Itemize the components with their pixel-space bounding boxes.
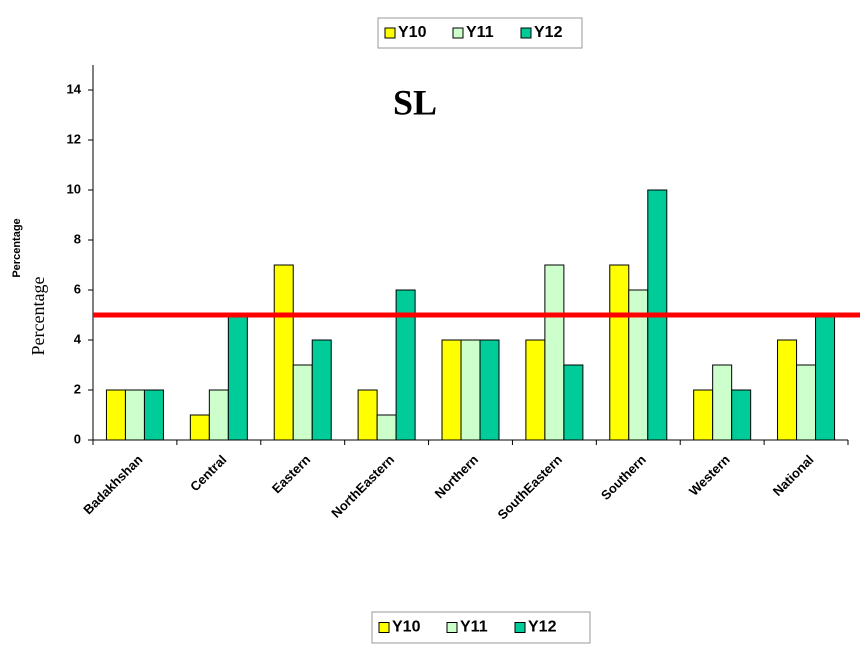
bar <box>143 389 164 441</box>
bar <box>609 264 630 441</box>
legend-swatch <box>384 27 396 39</box>
legend-label: Y10 <box>392 619 421 636</box>
chart-title: SL <box>393 82 437 122</box>
legend-label: Y12 <box>528 619 557 636</box>
bar <box>731 389 752 441</box>
legend-box <box>377 17 583 49</box>
y-tick-label: 8 <box>74 231 81 246</box>
legend-label: Y11 <box>466 24 494 41</box>
legend-box <box>371 611 591 644</box>
bar <box>376 414 397 441</box>
legend-swatch <box>446 622 458 633</box>
bar <box>227 314 248 441</box>
y-axis-label: Percentage <box>11 218 23 277</box>
y-tick-label: 6 <box>74 281 81 296</box>
legend-label: Y11 <box>460 619 488 636</box>
bar <box>292 364 313 441</box>
y-tick-label: 2 <box>74 381 81 396</box>
legend-swatch <box>452 27 464 39</box>
bar <box>208 389 229 441</box>
bar <box>712 364 733 441</box>
bar <box>357 389 378 441</box>
y-tick-label: 10 <box>67 181 81 196</box>
bar <box>479 339 500 441</box>
bar <box>124 389 145 441</box>
bar <box>796 364 817 441</box>
y-tick-label: 0 <box>74 431 81 446</box>
bar <box>105 389 126 441</box>
bar <box>311 339 332 441</box>
y-tick-label: 14 <box>67 81 82 96</box>
bar <box>544 264 565 441</box>
bar <box>189 414 210 441</box>
bar <box>563 364 584 441</box>
bar <box>693 389 714 441</box>
bar <box>441 339 462 441</box>
y-tick-label: 4 <box>74 331 82 346</box>
y-axis-label: Percentage <box>28 277 48 356</box>
legend-swatch <box>520 27 532 39</box>
bar <box>460 339 481 441</box>
legend-swatch <box>378 622 390 633</box>
bar <box>777 339 798 441</box>
legend-label: Y10 <box>398 24 427 41</box>
legend-swatch <box>514 622 526 633</box>
bar <box>815 314 836 441</box>
y-tick-label: 12 <box>67 131 81 146</box>
bar <box>525 339 546 441</box>
legend-label: Y12 <box>534 24 563 41</box>
bar <box>273 264 294 441</box>
